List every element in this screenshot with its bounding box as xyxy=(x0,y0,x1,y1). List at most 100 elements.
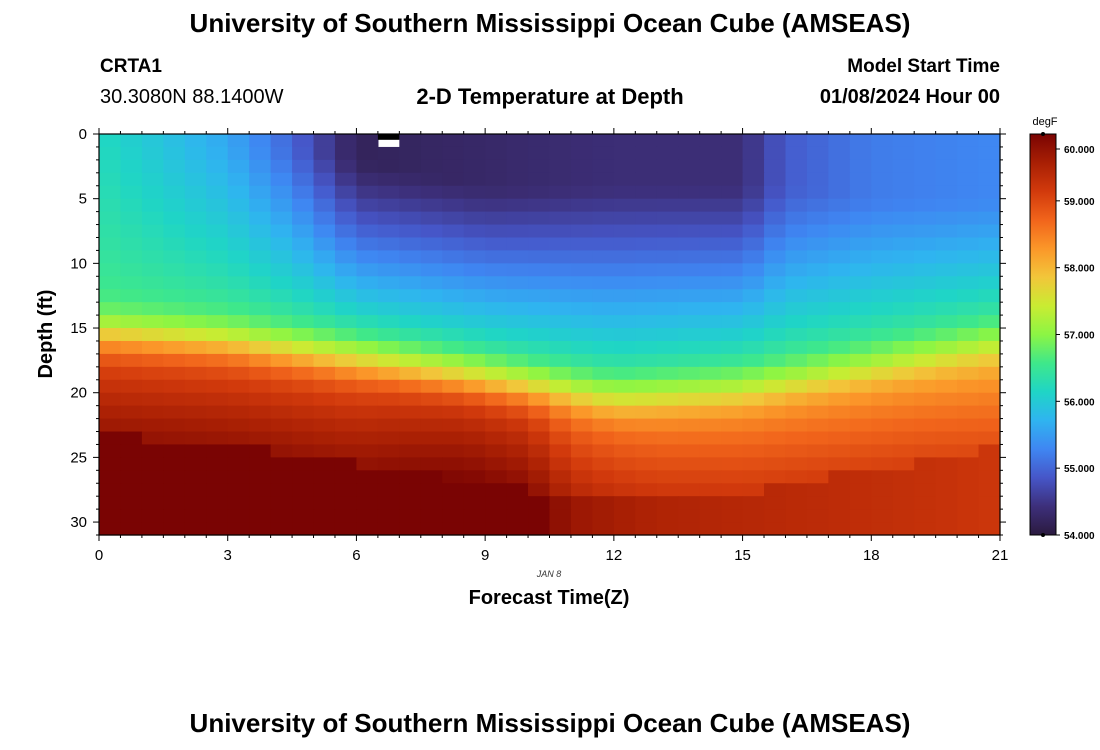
heatmap-cell xyxy=(549,470,572,484)
heatmap-cell xyxy=(485,392,508,407)
heatmap-cell xyxy=(656,159,679,174)
heatmap-cell xyxy=(206,522,229,536)
model-start-label: Model Start Time xyxy=(847,56,1000,77)
heatmap-cell xyxy=(785,172,808,187)
heatmap-cell xyxy=(935,198,958,213)
heatmap-cell xyxy=(163,289,186,303)
heatmap-cell xyxy=(570,483,593,497)
heatmap-cell xyxy=(463,405,486,420)
heatmap-cell xyxy=(570,470,593,484)
heatmap-cell xyxy=(420,328,443,342)
heatmap-cell xyxy=(957,224,980,239)
heatmap-cell xyxy=(141,211,164,226)
heatmap-cell xyxy=(549,353,572,368)
heatmap-cell xyxy=(420,418,443,433)
heatmap-cell xyxy=(699,457,722,471)
heatmap-cell xyxy=(613,302,636,316)
heatmap-cell xyxy=(635,328,658,342)
heatmap-cell xyxy=(635,250,658,264)
heatmap-cell xyxy=(699,405,722,420)
heatmap-cell xyxy=(292,224,315,239)
heatmap-cell xyxy=(592,172,615,187)
heatmap-cell xyxy=(764,328,787,342)
heatmap-cell xyxy=(356,276,379,290)
heatmap-cell xyxy=(570,431,593,446)
heatmap-cell xyxy=(206,496,229,510)
heatmap-cell xyxy=(120,172,143,187)
heatmap-cell xyxy=(828,392,851,407)
heatmap-cell xyxy=(420,379,443,394)
heatmap-cell xyxy=(721,509,744,523)
heatmap-cell xyxy=(442,172,465,187)
heatmap-cell xyxy=(442,418,465,433)
heatmap-cell xyxy=(99,444,122,458)
heatmap-cell xyxy=(270,444,293,458)
heatmap-cell xyxy=(871,353,894,368)
heatmap-cell xyxy=(935,289,958,303)
heatmap-cell xyxy=(313,522,336,536)
heatmap-cell xyxy=(377,159,400,174)
heatmap-cell xyxy=(249,509,272,523)
heatmap-cell xyxy=(377,353,400,368)
heatmap-cell xyxy=(957,444,980,458)
heatmap-cell xyxy=(377,470,400,484)
heatmap-cell xyxy=(871,392,894,407)
heatmap-cell xyxy=(871,431,894,446)
heatmap-cell xyxy=(99,457,122,471)
heatmap-cell xyxy=(806,509,829,523)
heatmap-cell xyxy=(871,457,894,471)
heatmap-cell xyxy=(978,509,1001,523)
heatmap-cell xyxy=(828,315,851,329)
heatmap-cell xyxy=(742,134,765,148)
heatmap-cell xyxy=(292,328,315,342)
heatmap-cell xyxy=(356,134,379,148)
colorbar-tick-label: 56.000 xyxy=(1064,397,1095,408)
heatmap-cell xyxy=(399,211,422,226)
x-tick-label: 6 xyxy=(352,547,360,564)
heatmap-cell xyxy=(270,211,293,226)
heatmap-cell xyxy=(549,483,572,497)
heatmap-cell xyxy=(592,198,615,213)
heatmap-cell xyxy=(806,444,829,458)
heatmap-cell xyxy=(742,366,765,381)
heatmap-cell xyxy=(549,172,572,187)
heatmap-cell xyxy=(163,224,186,239)
heatmap-cell xyxy=(764,431,787,446)
heatmap-cell xyxy=(141,431,164,446)
heatmap-cell xyxy=(742,328,765,342)
heatmap-cell xyxy=(206,159,229,174)
heatmap-cell xyxy=(892,457,915,471)
heatmap-cell xyxy=(892,509,915,523)
heatmap-cell xyxy=(678,302,701,316)
heatmap-cell xyxy=(570,198,593,213)
heatmap-cell xyxy=(334,328,358,342)
heatmap-cell xyxy=(935,470,958,484)
heatmap-cell xyxy=(656,444,679,458)
heatmap-cell xyxy=(699,470,722,484)
colorbar-cap-top xyxy=(1041,132,1045,136)
heatmap-cell xyxy=(99,379,122,394)
heatmap-cell xyxy=(528,315,551,329)
heatmap-cell xyxy=(978,328,1001,342)
heatmap-cell xyxy=(442,159,465,174)
heatmap-cell xyxy=(377,146,400,161)
heatmap-cell xyxy=(292,496,315,510)
heatmap-cell xyxy=(528,159,551,174)
heatmap-cell xyxy=(249,470,272,484)
heatmap-cell xyxy=(141,340,164,355)
heatmap-cell xyxy=(249,211,272,226)
heatmap-cell xyxy=(528,392,551,407)
heatmap-cell xyxy=(957,134,980,148)
heatmap-cell xyxy=(506,392,529,407)
heatmap-cell xyxy=(292,185,315,200)
heatmap-cell xyxy=(678,250,701,264)
heatmap-cell xyxy=(141,263,164,277)
heatmap-cell xyxy=(978,392,1001,407)
heatmap-cell xyxy=(635,159,658,174)
heatmap-cell xyxy=(270,224,293,239)
heatmap-cell xyxy=(120,263,143,277)
heatmap-cell xyxy=(806,418,829,433)
heatmap-cell xyxy=(892,315,915,329)
heatmap-cell xyxy=(120,237,143,252)
heatmap-cell xyxy=(721,328,744,342)
